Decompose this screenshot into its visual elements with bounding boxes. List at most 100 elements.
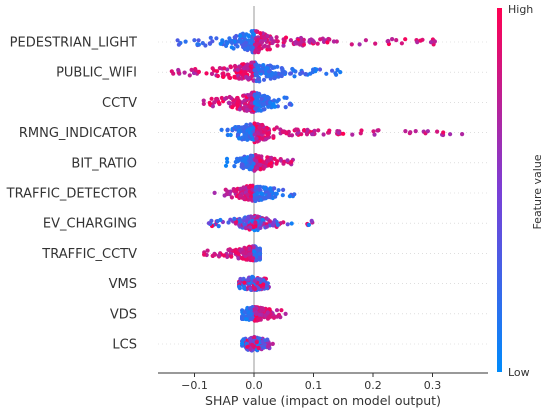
shap-point	[270, 40, 275, 46]
shap-point	[257, 312, 262, 317]
shap-point	[232, 35, 237, 40]
feature-label: EV_CHARGING	[43, 217, 137, 232]
shap-point	[274, 308, 280, 313]
shap-point	[229, 40, 235, 46]
shap-point	[262, 107, 267, 112]
feature-label: PEDESTRIAN_LIGHT	[10, 36, 137, 51]
shap-point	[187, 73, 192, 78]
shap-point	[276, 97, 281, 102]
shap-point	[229, 96, 234, 101]
shap-point	[229, 195, 234, 200]
shap-point	[282, 38, 287, 44]
feature-label: VMS	[109, 277, 137, 292]
shap-point	[258, 100, 263, 105]
shap-point	[238, 33, 243, 39]
shap-point	[236, 252, 241, 257]
shap-point	[218, 41, 223, 46]
shap-point	[324, 71, 329, 76]
shap-point	[271, 134, 276, 139]
shap-point	[216, 224, 221, 229]
shap-point	[226, 72, 231, 77]
shap-point	[275, 43, 280, 48]
shap-point	[210, 66, 215, 71]
shap-point	[216, 253, 222, 258]
shap-point	[214, 36, 219, 41]
shap-point	[215, 73, 220, 79]
shap-point	[282, 159, 287, 164]
shap-point	[306, 222, 311, 227]
shap-point	[261, 77, 267, 82]
shap-point	[235, 67, 240, 72]
shap-point	[280, 68, 285, 73]
shap-point	[257, 125, 262, 130]
shap-point	[254, 48, 259, 53]
shap-point	[210, 104, 215, 109]
shap-point	[283, 105, 288, 110]
shap-point	[243, 64, 248, 69]
shap-point	[298, 71, 303, 76]
shap-point	[272, 65, 277, 70]
shap-point	[309, 218, 314, 223]
shap-point	[248, 346, 253, 352]
shap-point	[305, 127, 310, 132]
shap-point	[250, 60, 255, 65]
shap-point	[270, 71, 275, 76]
shap-point	[289, 133, 295, 138]
shap-point	[182, 70, 187, 75]
shap-point	[376, 128, 381, 133]
shap-point	[235, 103, 240, 108]
shap-point	[371, 129, 376, 134]
shap-point	[413, 129, 418, 134]
shap-point	[201, 101, 206, 106]
shap-point	[287, 102, 292, 107]
shap-point	[255, 195, 260, 200]
shap-point	[223, 96, 228, 101]
shap-point	[240, 341, 245, 346]
shap-point	[175, 38, 180, 43]
shap-point	[289, 159, 294, 164]
x-tick-label: 0.1	[305, 379, 323, 392]
shap-point	[271, 315, 277, 320]
shap-point	[274, 35, 279, 40]
shap-point	[257, 336, 262, 341]
shap-point	[237, 107, 242, 112]
shap-point	[254, 136, 259, 141]
shap-point	[248, 225, 253, 230]
shap-point	[221, 71, 226, 76]
shap-point	[275, 222, 280, 227]
shap-point	[250, 256, 255, 261]
shap-point	[235, 132, 241, 137]
shap-point	[408, 130, 413, 135]
shap-point	[268, 186, 273, 191]
shap-point	[251, 32, 256, 37]
shap-point	[224, 156, 230, 161]
shap-point	[272, 156, 277, 161]
shap-point	[232, 164, 237, 169]
shap-point	[321, 132, 326, 137]
shap-point	[243, 40, 249, 45]
shap-point	[209, 71, 215, 76]
shap-point	[418, 38, 423, 43]
shap-point	[246, 33, 251, 38]
shap-point	[176, 42, 181, 47]
shap-point	[261, 101, 266, 107]
shap-point	[189, 67, 194, 72]
shap-point	[239, 247, 244, 252]
shap-point	[253, 106, 258, 111]
shap-point	[262, 43, 268, 49]
shap-point	[247, 197, 252, 202]
shap-point	[254, 29, 259, 34]
shap-point	[196, 69, 201, 74]
shap-point	[281, 43, 286, 48]
x-tick-label: −0.1	[181, 379, 208, 392]
shap-point	[310, 38, 315, 43]
shap-point	[331, 39, 336, 44]
shap-point	[267, 219, 272, 224]
shap-point	[269, 36, 274, 41]
shap-point	[176, 67, 181, 73]
shap-point	[204, 71, 209, 76]
shap-point	[232, 248, 238, 253]
colorbar-low-label: Low	[508, 366, 530, 379]
shap-point	[247, 246, 252, 251]
